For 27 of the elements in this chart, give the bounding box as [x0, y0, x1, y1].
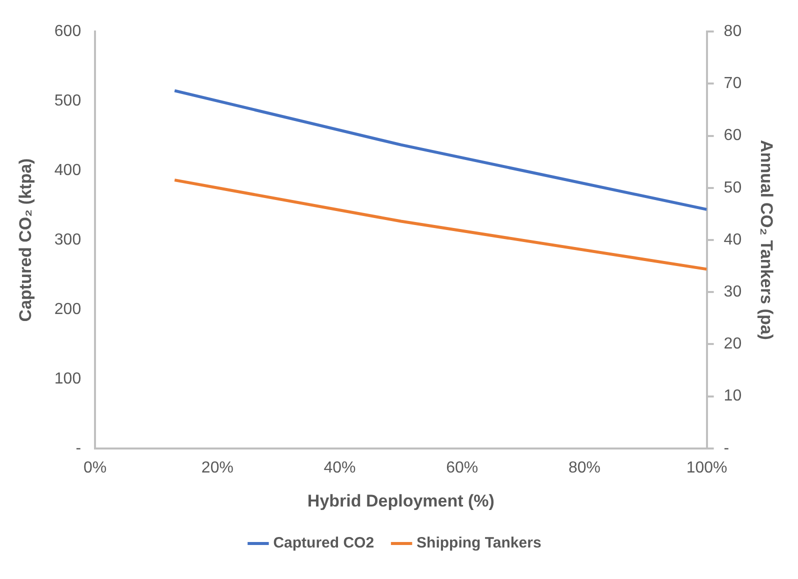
- y-tick-label: 600: [54, 23, 82, 40]
- x-tick-label: 20%: [201, 459, 234, 476]
- x-tick-label: 100%: [686, 459, 728, 476]
- y2-tick-label: -: [724, 440, 730, 457]
- y-axis-title: Captured CO₂ (ktpa): [16, 158, 35, 322]
- y2-tick-label: 80: [724, 23, 742, 40]
- x-tick-label: 0%: [84, 459, 107, 476]
- y2-tick-label: 20: [724, 336, 742, 353]
- y2-axis-title: Annual CO₂ Tankers (pa): [757, 140, 776, 340]
- y2-tick-label: 60: [724, 127, 742, 144]
- y2-tick-label: 30: [724, 284, 742, 301]
- y2-tick-label: 50: [724, 179, 742, 196]
- y2-tick-label: 10: [724, 388, 742, 405]
- y2-tick-label: 70: [724, 75, 742, 92]
- x-axis-title: Hybrid Deployment (%): [307, 491, 494, 510]
- y-tick-label: 400: [54, 162, 82, 179]
- x-tick-label: 40%: [324, 459, 356, 476]
- legend-label: Shipping Tankers: [416, 534, 542, 552]
- x-tick-label: 80%: [568, 459, 600, 476]
- y-tick-label: 100: [54, 370, 82, 388]
- legend-label: Captured CO2: [273, 534, 374, 552]
- y2-tick-label: 40: [724, 231, 742, 248]
- y-tick-label: 200: [54, 300, 82, 318]
- y-tick-label: 500: [54, 92, 82, 110]
- y-tick-label: 300: [54, 231, 82, 248]
- y-tick-label: -: [76, 440, 82, 457]
- x-tick-label: 60%: [446, 459, 478, 476]
